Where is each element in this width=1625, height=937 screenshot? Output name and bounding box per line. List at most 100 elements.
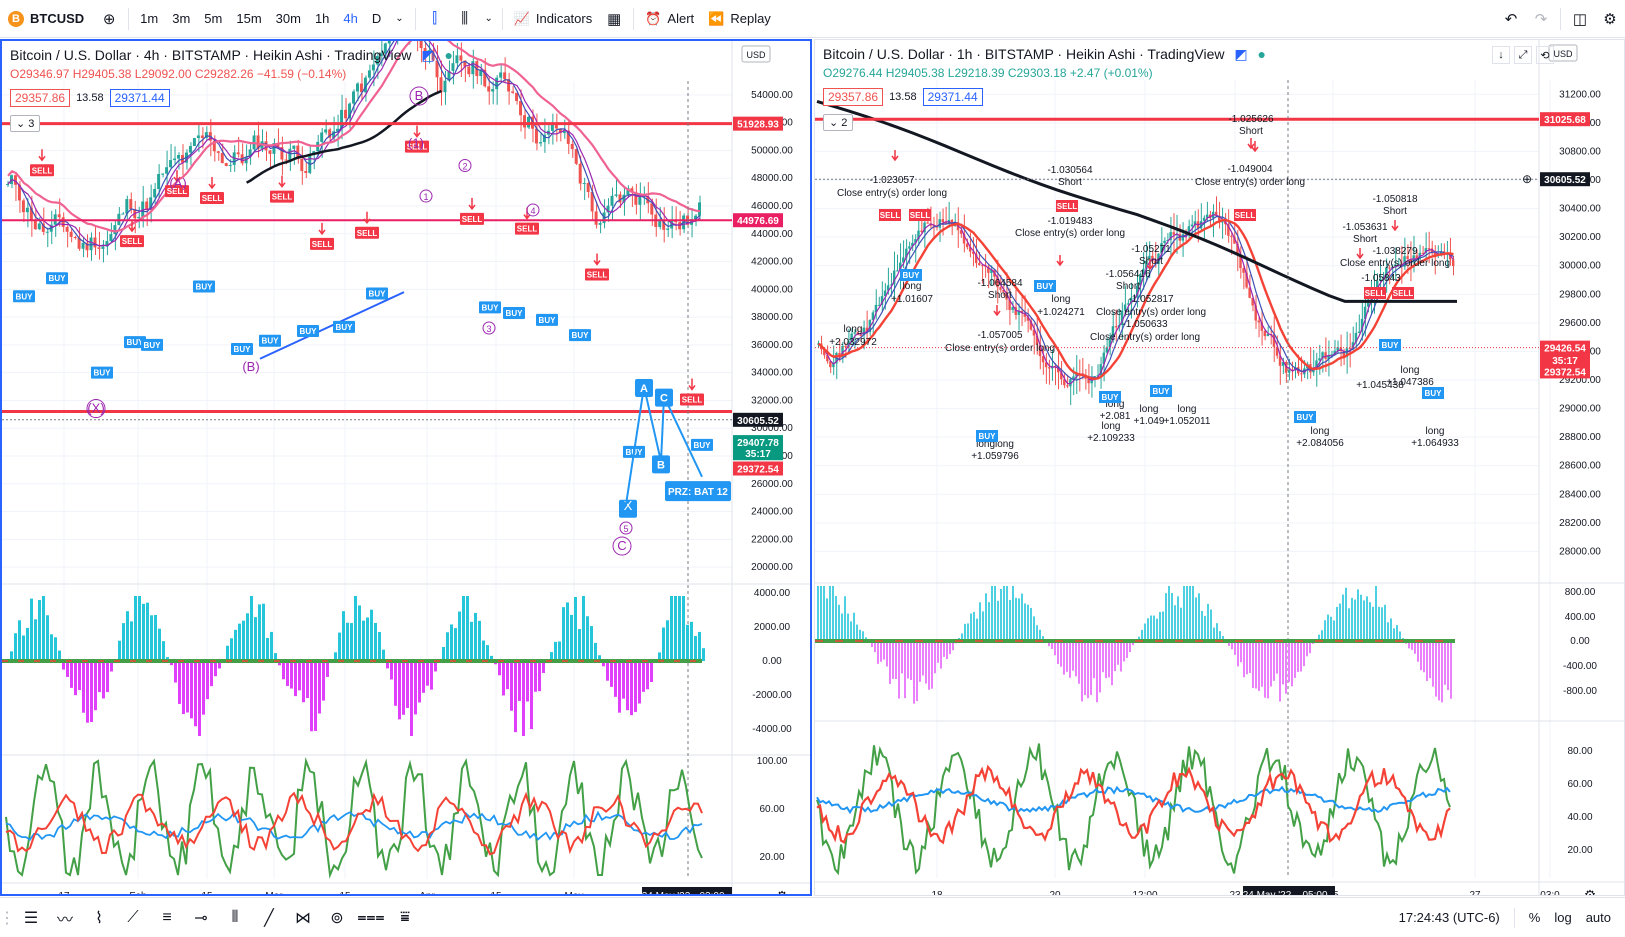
replay-button[interactable]: ⏪ Replay	[701, 5, 778, 33]
settings-gear-icon[interactable]: ⚙	[1603, 10, 1617, 28]
abc-pattern-icon[interactable]: 〰	[56, 911, 73, 929]
scroll-down-icon[interactable]: ↓	[1492, 46, 1510, 64]
left-collapse-button[interactable]: ⌄ 3	[10, 115, 41, 132]
macd-bar	[674, 596, 677, 661]
trade-annotation: long	[1140, 404, 1159, 415]
parallel-channel-icon[interactable]: ⩸	[400, 908, 410, 926]
layout-icon[interactable]: ◫	[1572, 10, 1588, 28]
macd-bar	[1174, 605, 1176, 641]
xabcd-pattern-icon[interactable]: ⋈	[295, 909, 311, 927]
undo-icon[interactable]: ↶	[1504, 10, 1518, 28]
timeframe-15m[interactable]: 15m	[236, 11, 262, 26]
trade-annotation: +2.081	[1100, 411, 1131, 422]
sell-signal-label: SELL	[202, 194, 223, 203]
redo-icon[interactable]: ↷	[1534, 10, 1548, 28]
right-collapse-button[interactable]: ⌄ 2	[823, 114, 854, 131]
candle-body	[1099, 364, 1102, 376]
macd-bar	[686, 624, 689, 661]
indicators-button[interactable]: 📈 Indicators	[507, 5, 600, 33]
timeframe-D[interactable]: D	[371, 11, 382, 26]
macd-bar	[1066, 641, 1068, 672]
macd-bar	[994, 586, 996, 641]
candle-body	[1321, 352, 1324, 359]
auto-toggle[interactable]: auto	[1585, 910, 1611, 925]
macd-bar	[242, 620, 245, 661]
alert-label: Alert	[667, 11, 695, 26]
fib-channel-icon[interactable]: ⩶	[357, 908, 385, 926]
macd-bar	[466, 596, 469, 661]
candles-icon[interactable]: ⫿	[432, 10, 438, 27]
macd-bar	[1435, 641, 1437, 697]
harmonic-label: A	[635, 378, 653, 397]
left-ask[interactable]: 29371.44	[109, 89, 170, 107]
trade-annotation: long	[1102, 421, 1121, 432]
candle-body	[990, 269, 993, 273]
macd-bar	[1213, 627, 1215, 641]
maximize-icon[interactable]: ⤢	[1514, 46, 1532, 64]
trendline-icon[interactable]: ╱	[264, 909, 274, 927]
trend-angle-icon[interactable]: ⟋	[127, 908, 139, 926]
macd-bar	[853, 612, 855, 641]
log-toggle[interactable]: log	[1554, 910, 1572, 925]
clock-display[interactable]: 17:24:43 (UTC-6)	[1398, 910, 1500, 925]
macd-bar	[278, 661, 281, 666]
alarm-clock-icon: ⏰	[645, 10, 662, 26]
candle-body	[352, 91, 355, 104]
menu-icon[interactable]: ☰	[23, 909, 39, 927]
buy-signal: BUY	[46, 272, 68, 285]
timeframe-1h[interactable]: 1h	[314, 11, 330, 26]
elliott-wave-icon[interactable]: ⌇	[95, 909, 103, 927]
symbol-search[interactable]: B BTCUSD	[0, 0, 94, 37]
restore-icon[interactable]: ⟲	[1536, 46, 1554, 64]
sell-signal-label: SELL	[357, 229, 378, 238]
timeframe-4h[interactable]: 4h	[343, 11, 358, 26]
right-ask[interactable]: 29371.44	[922, 88, 983, 106]
candle-body	[987, 266, 990, 273]
timeframe-5m[interactable]: 5m	[204, 11, 223, 26]
osc-blue-line	[816, 785, 1451, 815]
right-chart-link-icon[interactable]: ◩	[1234, 46, 1248, 62]
sell-signal: SELL	[120, 220, 144, 248]
trade-annotation: +1.045438	[1356, 380, 1404, 391]
left-chart-link-icon[interactable]: ◩	[421, 47, 435, 63]
alert-button[interactable]: ⏰ Alert	[638, 5, 701, 33]
fib-retracement-icon[interactable]: ≡	[162, 908, 172, 926]
right-bid[interactable]: 29357.86	[823, 88, 884, 106]
wave-label: (B)	[242, 359, 259, 374]
macd-bar	[1423, 641, 1425, 673]
candle-body	[157, 173, 161, 189]
right-chart-panel[interactable]: -1.025626 Short -1.023057 Close entry(s) or…	[814, 39, 1625, 896]
macd-bar	[1378, 606, 1380, 641]
timeframe-1m[interactable]: 1m	[140, 11, 159, 26]
vertical-lines-icon[interactable]: ⫴	[231, 908, 239, 926]
cursor-date-tag: 24 May '22 02:00	[642, 887, 732, 894]
timeframe-30m[interactable]: 30m	[275, 11, 301, 26]
buy-signal-box	[46, 272, 68, 285]
candle-body	[1075, 373, 1078, 377]
buy-signal-label: BUY	[1153, 387, 1171, 396]
chevron-down-icon[interactable]: ⌄	[484, 13, 493, 24]
timeframe-3m[interactable]: 3m	[172, 11, 191, 26]
templates-icon[interactable]: ▦	[607, 10, 622, 28]
left-bid[interactable]: 29357.86	[10, 89, 71, 107]
candle-body	[1333, 350, 1336, 355]
macd-bar	[434, 661, 437, 672]
drag-handle-icon[interactable]: ⋮	[0, 909, 15, 927]
candle-body	[570, 143, 574, 150]
magnet-icon[interactable]: ⊚	[330, 909, 344, 927]
timeframe-dropdown-chevron-icon[interactable]: ⌄	[395, 13, 404, 24]
percent-toggle[interactable]: %	[1528, 910, 1541, 925]
left-chart-canvas[interactable]: SELL SELL SELL SELL SELL SELL SELL SELL SELL SELL…	[2, 41, 810, 894]
candle-body	[1260, 322, 1263, 331]
left-chart-panel[interactable]: SELL SELL SELL SELL SELL SELL SELL SELL SELL SELL…	[0, 39, 812, 896]
chart-type-icon[interactable]: ⫼	[461, 10, 469, 27]
candle-body	[1148, 255, 1151, 261]
candle-body	[85, 242, 89, 251]
candle-body	[606, 205, 610, 213]
compare-add-icon[interactable]: ⊕	[102, 10, 116, 28]
trade-annotation: Close entry(s) order long	[1090, 332, 1200, 343]
macd-bar	[979, 602, 981, 641]
horizontal-ray-icon[interactable]: ⊸	[194, 909, 208, 927]
macd-bar	[370, 609, 373, 661]
